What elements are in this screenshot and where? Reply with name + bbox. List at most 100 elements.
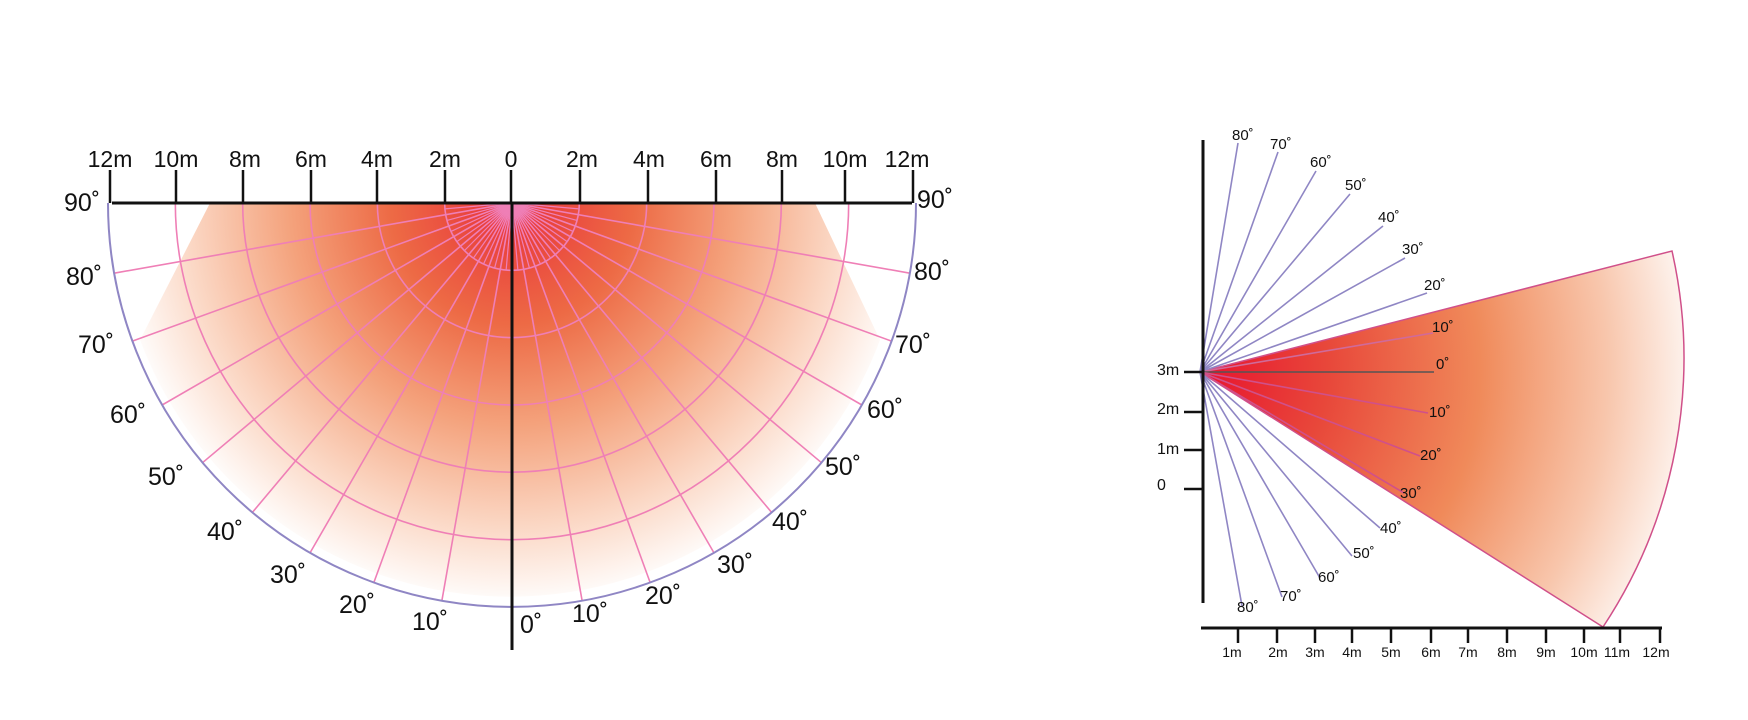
top-distance-label-right-2m: 2m <box>566 146 598 172</box>
top-angle-ray <box>511 202 583 602</box>
top-inner-ray <box>456 202 513 243</box>
side-height-label-0: 0 <box>1157 477 1166 494</box>
side-lower-angle-label-10: 10˚ <box>1429 404 1451 421</box>
side-lower-ray <box>1199 371 1321 579</box>
top-inner-ray <box>511 202 542 265</box>
side-angle-label-0: 0˚ <box>1436 356 1449 373</box>
top-angle-label-right-30: 30˚ <box>717 551 753 579</box>
side-lower-ray <box>1199 371 1243 607</box>
side-upper-ray <box>1199 292 1428 373</box>
side-lower-ray <box>1199 371 1421 457</box>
top-angle-label-left-50: 50˚ <box>148 463 184 491</box>
side-upper-ray <box>1199 170 1317 373</box>
side-lower-angle-label-70: 70˚ <box>1280 588 1302 605</box>
side-distance-label-3m: 3m <box>1305 644 1324 660</box>
side-height-label-3m: 3m <box>1157 362 1179 379</box>
top-inner-ray <box>493 202 513 269</box>
side-upper-ray <box>1199 332 1434 373</box>
top-angle-ray <box>132 202 513 342</box>
top-angle-ray <box>113 202 513 274</box>
top-inner-ray <box>482 202 513 265</box>
top-angle-label-left-20: 20˚ <box>339 591 375 619</box>
top-inner-ray <box>511 202 561 252</box>
top-inner-ray <box>450 202 513 233</box>
top-angle-ray <box>441 202 513 602</box>
top-angle-label-right-50: 50˚ <box>825 453 861 481</box>
top-angle-ray <box>309 202 513 554</box>
top-distance-label-left-10m: 10m <box>154 146 199 172</box>
top-angle-label-left-30: 30˚ <box>270 561 306 589</box>
top-distance-label-right-6m: 6m <box>700 146 732 172</box>
side-lower-angle-label-60: 60˚ <box>1318 569 1340 586</box>
top-inner-ray <box>446 202 513 222</box>
top-distance-label-left-2m: 2m <box>429 146 461 172</box>
side-upper-ray <box>1199 193 1351 373</box>
side-lower-angle-label-30: 30˚ <box>1400 485 1422 502</box>
side-distance-label-7m: 7m <box>1458 644 1477 660</box>
top-angle-label-left-70: 70˚ <box>78 331 114 359</box>
side-lower-ray <box>1199 371 1429 414</box>
top-angle-label-right-20: 20˚ <box>645 582 681 610</box>
side-distance-label-10m: 10m <box>1570 644 1597 660</box>
top-angle-label-right-0: 0˚ <box>520 611 542 639</box>
top-angle-label-right-60: 60˚ <box>867 396 903 424</box>
side-distance-label-2m: 2m <box>1268 644 1287 660</box>
top-angle-ray <box>511 202 822 464</box>
side-upper-ray <box>1199 257 1406 373</box>
side-distance-label-1m: 1m <box>1222 644 1241 660</box>
top-angle-label-right-70: 70˚ <box>895 331 931 359</box>
side-upper-angle-label-20: 20˚ <box>1424 277 1446 294</box>
top-angle-label-left-40: 40˚ <box>207 518 243 546</box>
top-inner-ray <box>463 202 513 252</box>
top-angle-label-right-90: 90˚ <box>917 186 953 214</box>
side-upper-angle-label-60: 60˚ <box>1310 154 1332 171</box>
side-height-label-2m: 2m <box>1157 401 1179 418</box>
top-angle-ray <box>511 202 773 513</box>
side-upper-angle-label-10: 10˚ <box>1432 319 1454 336</box>
side-view-ticks <box>1184 370 1662 643</box>
side-view: 3m 2m 1m 0 80˚ 70˚ 60˚ 50˚ 40˚ 30˚ 20˚ 1… <box>1157 127 1685 660</box>
side-distance-label-9m: 9m <box>1536 644 1555 660</box>
side-upper-ray <box>1199 225 1384 373</box>
side-upper-angle-label-50: 50˚ <box>1345 177 1367 194</box>
top-inner-ray <box>511 202 574 233</box>
side-lower-angle-label-80: 80˚ <box>1237 599 1259 616</box>
side-upper-ray <box>1199 142 1239 373</box>
top-distance-label-left-4m: 4m <box>361 146 393 172</box>
top-inner-ray <box>511 202 552 259</box>
top-angle-label-right-10: 10˚ <box>572 600 608 628</box>
top-distance-label-left-8m: 8m <box>229 146 261 172</box>
side-distance-label-11m: 11m <box>1604 644 1630 660</box>
side-distance-label-5m: 5m <box>1381 644 1400 660</box>
top-inner-ray <box>472 202 513 259</box>
top-view-coverage-area <box>140 203 880 597</box>
top-view-ticks <box>108 170 915 203</box>
side-distance-label-8m: 8m <box>1497 644 1516 660</box>
top-angle-label-left-60: 60˚ <box>110 401 146 429</box>
side-upper-angle-label-80: 80˚ <box>1232 127 1254 144</box>
side-height-label-1m: 1m <box>1157 441 1179 458</box>
top-angle-ray <box>511 202 911 274</box>
top-inner-ray <box>511 202 568 243</box>
top-distance-label-right-10m: 10m <box>823 146 868 172</box>
top-distance-label-right-4m: 4m <box>633 146 665 172</box>
side-lower-ray <box>1199 371 1283 598</box>
side-distance-label-4m: 4m <box>1342 644 1361 660</box>
top-angle-ray <box>373 202 513 583</box>
top-angle-label-right-80: 80˚ <box>914 258 950 286</box>
top-angle-label-left-90: 90˚ <box>64 189 100 217</box>
top-angle-ray <box>511 202 892 342</box>
top-distance-label-right-12m: 12m <box>885 146 930 172</box>
top-distance-label-left-6m: 6m <box>295 146 327 172</box>
side-upper-angle-label-70: 70˚ <box>1270 136 1292 153</box>
side-lower-angle-label-40: 40˚ <box>1380 520 1402 537</box>
top-angle-ray <box>511 202 863 406</box>
top-angle-label-left-80: 80˚ <box>66 263 102 291</box>
side-upper-ray <box>1199 151 1279 373</box>
side-view-angle-rays <box>1199 142 1434 607</box>
top-view: 12m 10m 8m 6m 4m 2m 0 2m 4m 6m 8m 10m 12… <box>64 146 953 650</box>
side-lower-angle-label-20: 20˚ <box>1420 447 1442 464</box>
top-angle-ray <box>251 202 513 513</box>
top-angle-label-left-10: 10˚ <box>412 608 448 636</box>
